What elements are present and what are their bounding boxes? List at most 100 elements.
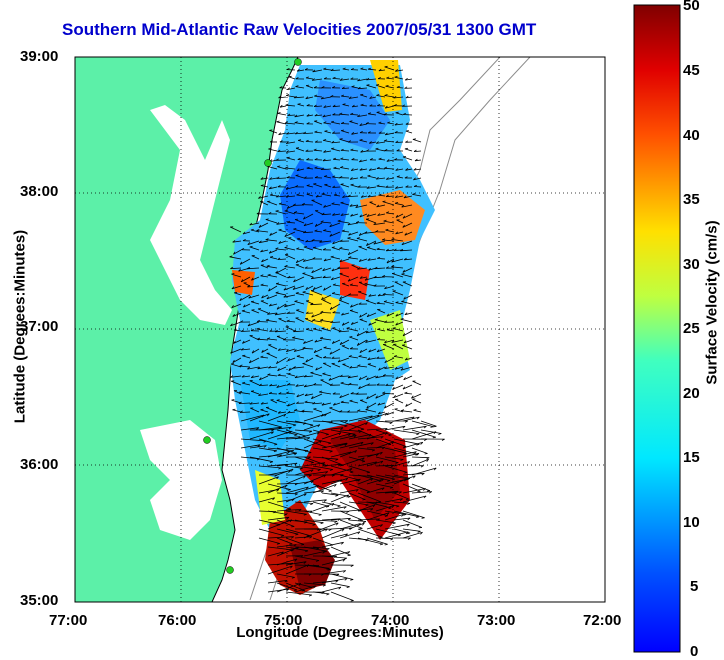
velocity-vector-head xyxy=(303,273,306,274)
velocity-vector xyxy=(349,385,359,386)
velocity-vector-head xyxy=(313,409,316,410)
velocity-vector-head xyxy=(313,184,316,185)
velocity-vector xyxy=(322,523,338,529)
velocity-vector-head xyxy=(303,363,306,364)
velocity-vector-head xyxy=(349,337,352,338)
velocity-vector-head xyxy=(234,292,237,293)
velocity-vector xyxy=(376,538,393,539)
velocity-vector xyxy=(322,587,341,592)
velocity-vector xyxy=(289,77,295,79)
velocity-vector-head xyxy=(348,497,351,498)
velocity-vector xyxy=(322,529,344,538)
velocity-vector xyxy=(322,542,344,547)
velocity-vector xyxy=(406,131,412,133)
velocity-vector xyxy=(403,115,412,116)
velocity-vector xyxy=(412,448,428,454)
velocity-vector xyxy=(394,430,419,434)
velocity-vector-head xyxy=(416,434,419,435)
velocity-vector-head xyxy=(286,95,289,96)
velocity-vector-head xyxy=(332,328,335,329)
velocity-vector-head xyxy=(395,409,398,410)
velocity-vector-head xyxy=(294,590,297,591)
velocity-vector-head xyxy=(403,514,406,515)
velocity-vector xyxy=(257,322,268,323)
velocity-vector xyxy=(331,592,354,601)
velocity-vector xyxy=(401,319,412,322)
velocity-vector-head xyxy=(401,410,404,411)
velocity-vector-head xyxy=(324,184,327,185)
velocity-vector xyxy=(412,459,429,466)
velocity-vector-head xyxy=(414,409,417,410)
velocity-vector-head xyxy=(405,392,408,393)
velocity-vector-head xyxy=(438,434,441,435)
velocity-vector-head xyxy=(393,523,396,524)
velocity-vector xyxy=(383,295,394,296)
velocity-vector xyxy=(412,430,436,437)
velocity-vector-head xyxy=(422,518,425,519)
velocity-vector-head xyxy=(361,429,364,430)
velocity-vector xyxy=(395,399,403,403)
velocity-vector-head xyxy=(342,283,345,284)
velocity-vector xyxy=(331,583,350,587)
velocity-vector-head xyxy=(405,148,408,149)
velocity-vector xyxy=(413,139,421,142)
velocity-vector xyxy=(403,529,421,531)
velocity-vector xyxy=(405,149,412,151)
velocity-vector-head xyxy=(335,495,338,496)
velocity-vector xyxy=(331,495,349,502)
velocity-vector xyxy=(412,492,432,493)
velocity-vector xyxy=(341,124,349,125)
velocity-vector-head xyxy=(416,517,419,518)
velocity-vector xyxy=(240,412,250,413)
velocity-vector xyxy=(403,532,423,538)
velocity-vector xyxy=(385,532,408,538)
velocity-vector-head xyxy=(366,300,369,301)
velocity-vector xyxy=(403,426,426,430)
velocity-vector-head xyxy=(326,594,329,595)
velocity-vector xyxy=(349,520,366,522)
velocity-vector-head xyxy=(398,535,401,536)
velocity-vector-head xyxy=(277,121,280,122)
velocity-vector xyxy=(331,534,348,538)
velocity-vector xyxy=(405,393,413,394)
velocity-vector-head xyxy=(347,587,350,588)
velocity-vector-head xyxy=(233,409,236,410)
velocity-vector-head xyxy=(433,426,436,427)
velocity-vector-head xyxy=(360,319,363,320)
velocity-vector-head xyxy=(413,139,416,140)
velocity-vector xyxy=(331,574,353,580)
velocity-vector-head xyxy=(425,454,428,455)
velocity-vector-head xyxy=(232,400,235,401)
velocity-vector xyxy=(412,399,421,403)
velocity-vector xyxy=(414,187,421,188)
velocity-vector xyxy=(412,468,436,475)
velocity-vector xyxy=(322,507,346,511)
velocity-vector-head xyxy=(392,273,395,274)
velocity-vector-head xyxy=(319,515,322,516)
velocity-vector-head xyxy=(340,273,343,274)
velocity-vector-head xyxy=(269,130,272,131)
velocity-vector-head xyxy=(278,113,281,114)
velocity-vector-head xyxy=(407,533,410,534)
velocity-vector-head xyxy=(418,531,421,532)
velocity-vector-head xyxy=(289,76,292,77)
velocity-vector xyxy=(278,113,286,115)
velocity-vector-head xyxy=(296,148,299,149)
velocity-vector xyxy=(413,381,421,385)
colorbar xyxy=(634,5,680,652)
velocity-vector xyxy=(414,410,422,412)
velocity-vector xyxy=(385,426,405,430)
velocity-vector-head xyxy=(309,595,312,596)
velocity-vector-head xyxy=(431,427,434,428)
velocity-vector-head xyxy=(321,523,324,524)
velocity-vector-head xyxy=(350,580,353,581)
velocity-vector-head xyxy=(403,156,406,157)
velocity-vector xyxy=(377,169,385,170)
velocity-vector-head xyxy=(433,437,436,438)
velocity-vector-head xyxy=(304,247,307,248)
velocity-vector xyxy=(403,520,422,528)
velocity-vector-head xyxy=(368,364,371,365)
velocity-vector-head xyxy=(251,391,254,392)
velocity-vector-head xyxy=(296,310,299,311)
